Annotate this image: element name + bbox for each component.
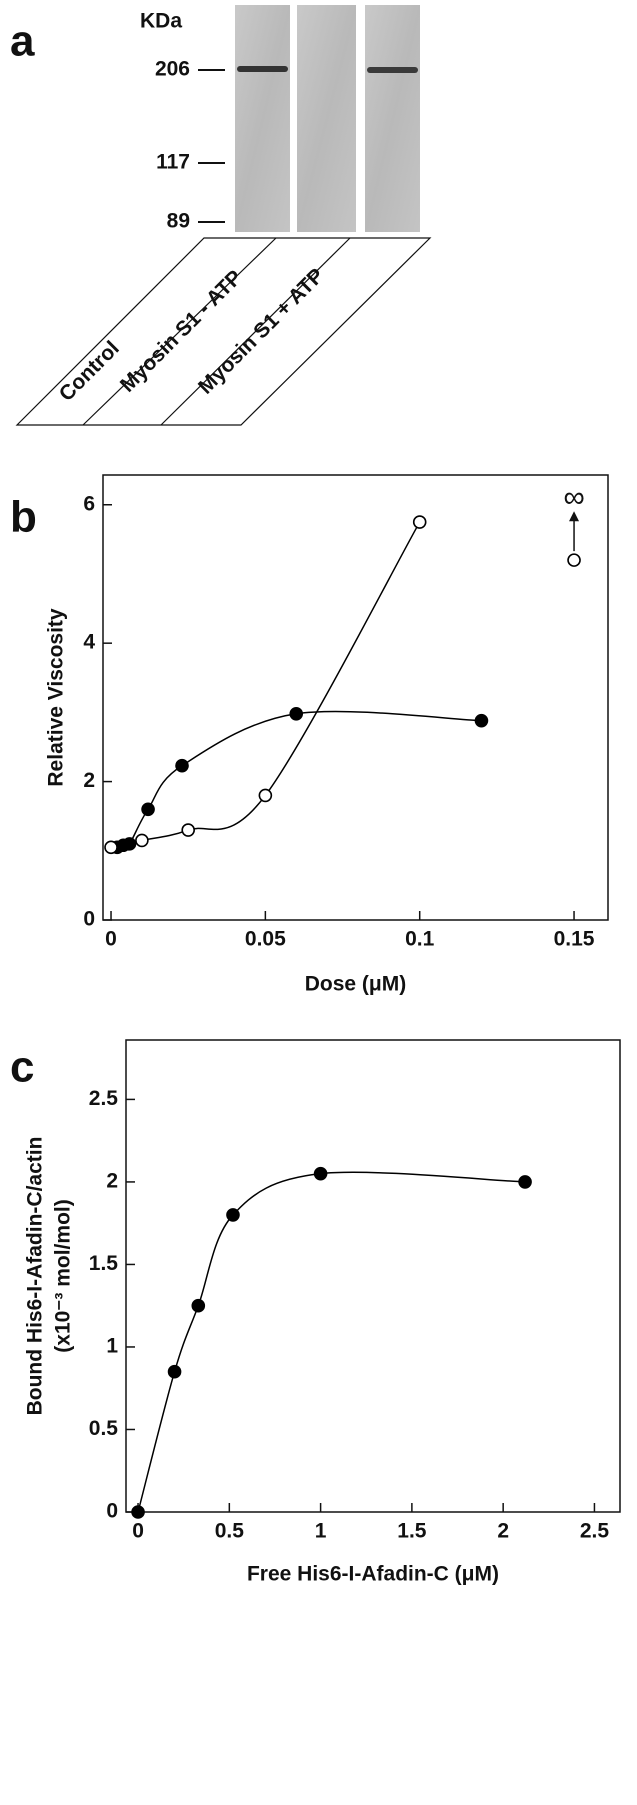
unit-label: KDa: [140, 10, 182, 33]
x-tick-label: 2: [497, 1520, 509, 1543]
data-point: [567, 553, 581, 567]
y-axis-label: (x10⁻³ mol/mol): [52, 1199, 75, 1352]
x-axis-label: Free His6-I-Afadin-C (μM): [247, 1563, 499, 1586]
data-point: [167, 1364, 182, 1379]
data-point: [175, 758, 189, 773]
blot-lane: [365, 5, 420, 232]
panel-label: b: [10, 493, 37, 542]
data-point: [181, 823, 195, 837]
y-axis-label: Bound His6-I-Afadin-C/actin: [24, 1137, 47, 1416]
x-tick-label: 0: [132, 1520, 144, 1543]
panel-label: c: [10, 1043, 34, 1092]
band: [237, 66, 288, 72]
marker-label: 89: [167, 210, 190, 233]
data-point: [226, 1208, 240, 1222]
plot-frame: [125, 1039, 621, 1513]
x-axis-label: Dose (μM): [305, 973, 407, 996]
data-point: [104, 840, 118, 855]
y-tick-label: 2.5: [89, 1087, 119, 1110]
arrow-head: [569, 511, 580, 522]
data-point: [412, 515, 427, 529]
data-point: [135, 833, 149, 848]
marker-label: 117: [156, 151, 190, 174]
data-point: [258, 788, 273, 803]
blot-lane: [235, 5, 290, 232]
data-point: [141, 802, 155, 817]
x-tick-label: 0: [105, 928, 117, 951]
data-point: [289, 706, 304, 721]
band: [367, 67, 418, 73]
annotation: ∞: [563, 481, 584, 514]
blot-lane: [297, 5, 356, 232]
x-tick-label: 2.5: [580, 1520, 610, 1543]
y-tick-label: 4: [83, 631, 95, 654]
fit-line: [137, 1171, 526, 1513]
data-point: [313, 1166, 328, 1181]
y-axis-label: Relative Viscosity: [45, 608, 68, 787]
y-tick-label: 6: [83, 492, 95, 515]
y-tick-label: 1.5: [89, 1252, 119, 1275]
y-tick-label: 2: [106, 1169, 118, 1192]
panel-label: a: [10, 17, 35, 66]
data-point: [518, 1175, 532, 1189]
y-tick-label: 2: [83, 769, 95, 792]
x-tick-label: 0.15: [554, 928, 595, 951]
plot-frame: [102, 474, 609, 921]
data-point: [131, 1505, 145, 1519]
lane-label-box: [15, 237, 432, 426]
data-point: [474, 713, 489, 728]
x-tick-label: 0.1: [405, 928, 435, 951]
marker-label: 206: [155, 58, 190, 81]
data-point: [191, 1298, 206, 1313]
fit-line: [116, 710, 482, 849]
x-tick-label: 1.5: [397, 1520, 427, 1543]
x-tick-label: 1: [315, 1520, 327, 1543]
x-tick-label: 0.5: [215, 1520, 245, 1543]
divider: [82, 237, 277, 426]
y-tick-label: 1: [106, 1335, 118, 1358]
y-tick-label: 0: [106, 1500, 118, 1523]
y-tick-label: 0: [83, 908, 95, 931]
divider: [160, 237, 351, 426]
x-tick-label: 0.05: [245, 928, 286, 951]
y-tick-label: 0.5: [89, 1417, 119, 1440]
